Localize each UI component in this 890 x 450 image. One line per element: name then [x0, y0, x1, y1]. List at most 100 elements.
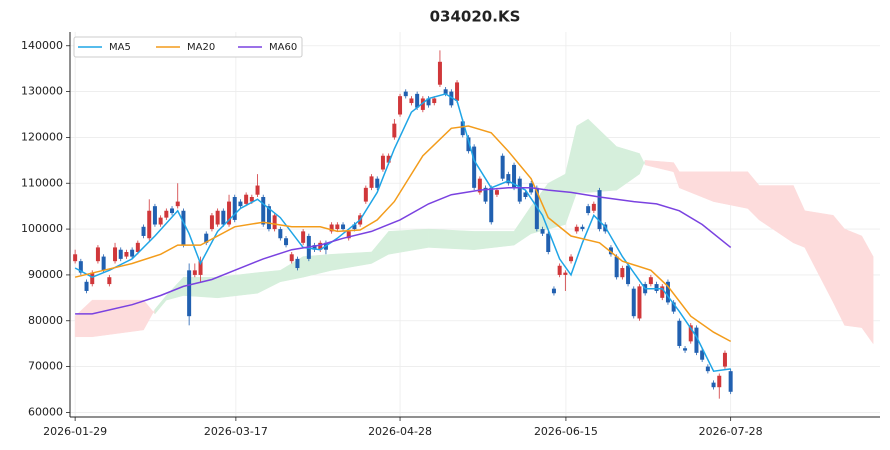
candle-body — [540, 229, 545, 234]
candle-body — [312, 245, 317, 250]
candle-body — [198, 261, 203, 275]
cloud-segment — [793, 185, 806, 248]
cloud-segment — [679, 171, 714, 202]
cloud-segment — [804, 210, 834, 303]
ichimoku-cloud — [74, 118, 874, 345]
cloud-segment — [547, 173, 566, 230]
candle-body — [346, 231, 351, 239]
candle-body — [318, 242, 323, 250]
ma-line — [75, 187, 732, 315]
candle-body — [472, 146, 477, 188]
cloud-segment — [91, 299, 144, 338]
candle-body — [455, 82, 460, 101]
moving-averages — [74, 93, 732, 373]
candle-body — [546, 233, 551, 252]
candle-body — [626, 265, 631, 285]
candle-body — [460, 121, 465, 136]
candle-body — [671, 302, 676, 312]
candle-body — [574, 226, 579, 232]
candle-body — [232, 197, 237, 220]
ma-line — [74, 93, 731, 373]
candle-body — [517, 178, 522, 202]
candle-body — [227, 201, 232, 225]
candle-body — [278, 229, 283, 239]
candle-body — [665, 281, 670, 303]
candle-body — [654, 284, 659, 291]
legend-label: MA60 — [269, 42, 297, 53]
candle-body — [295, 258, 300, 269]
candle-body — [78, 261, 83, 273]
candle-body — [272, 215, 277, 230]
candle-body — [215, 210, 220, 225]
candle-body — [147, 210, 152, 239]
candle-body — [73, 254, 78, 262]
candle-body — [432, 98, 437, 104]
candle-body — [694, 327, 699, 353]
cloud-segment — [576, 118, 589, 193]
candle-body — [135, 242, 140, 252]
candle-body — [386, 155, 391, 163]
y-tick-label: 90000 — [28, 268, 63, 281]
cloud-segment — [154, 294, 167, 315]
cloud-segment — [74, 299, 93, 338]
candle-body — [569, 256, 574, 262]
candle-body — [329, 224, 334, 232]
cloud-segment — [758, 185, 794, 244]
candle-body — [244, 194, 249, 204]
candle-body — [437, 61, 442, 85]
cloud-segment — [587, 118, 617, 193]
candle-body — [700, 350, 705, 360]
candle-body — [512, 164, 517, 188]
candle-body — [660, 286, 665, 298]
candle-body — [688, 325, 693, 342]
candle-body — [398, 96, 403, 115]
cloud-segment — [143, 299, 156, 331]
candle-body — [614, 256, 619, 278]
candle-body — [101, 256, 106, 271]
candle-body — [209, 215, 214, 230]
cloud-segment — [257, 270, 281, 294]
x-tick-label: 2026-07-28 — [699, 425, 763, 438]
candle-body — [164, 210, 169, 218]
x-tick-label: 2026-03-17 — [204, 425, 268, 438]
candle-body — [500, 155, 505, 179]
candle-body — [204, 233, 209, 243]
candle-body — [477, 178, 482, 193]
candle-body — [95, 247, 100, 262]
candle-body — [124, 252, 129, 257]
x-tick-label: 2026-04-28 — [368, 425, 432, 438]
y-tick-label: 70000 — [28, 360, 63, 373]
legend-label: MA20 — [187, 42, 215, 53]
candle-body — [158, 217, 163, 225]
y-tick-label: 100000 — [21, 222, 63, 235]
candle-body — [175, 201, 180, 207]
candle-body — [483, 187, 488, 202]
candle-body — [130, 249, 135, 257]
candle-body — [722, 352, 727, 367]
candles — [73, 50, 733, 399]
candle-body — [591, 203, 596, 211]
x-tick-label: 2026-06-15 — [534, 425, 598, 438]
candle-body — [677, 320, 682, 346]
candle-body — [255, 185, 260, 195]
legend-box — [73, 36, 303, 58]
candle-body — [141, 226, 146, 236]
candle-body — [426, 98, 431, 106]
candle-body — [375, 178, 380, 188]
cloud-segment — [713, 171, 749, 209]
candle-body — [152, 206, 157, 225]
y-tick-label: 140000 — [21, 39, 63, 52]
candle-body — [289, 254, 294, 262]
y-tick-label: 130000 — [21, 85, 63, 98]
cloud-segment — [644, 160, 674, 173]
candle-body — [631, 288, 636, 317]
candle-body — [597, 190, 602, 230]
candle-body — [352, 224, 357, 230]
chart-title: 034020.KS — [430, 8, 521, 26]
candle-body — [557, 265, 562, 275]
candle-body — [380, 155, 385, 170]
x-tick-label: 2026-01-29 — [43, 425, 107, 438]
legend-label: MA5 — [109, 42, 131, 53]
candle-body — [113, 247, 118, 262]
cloud-segment — [428, 228, 475, 250]
